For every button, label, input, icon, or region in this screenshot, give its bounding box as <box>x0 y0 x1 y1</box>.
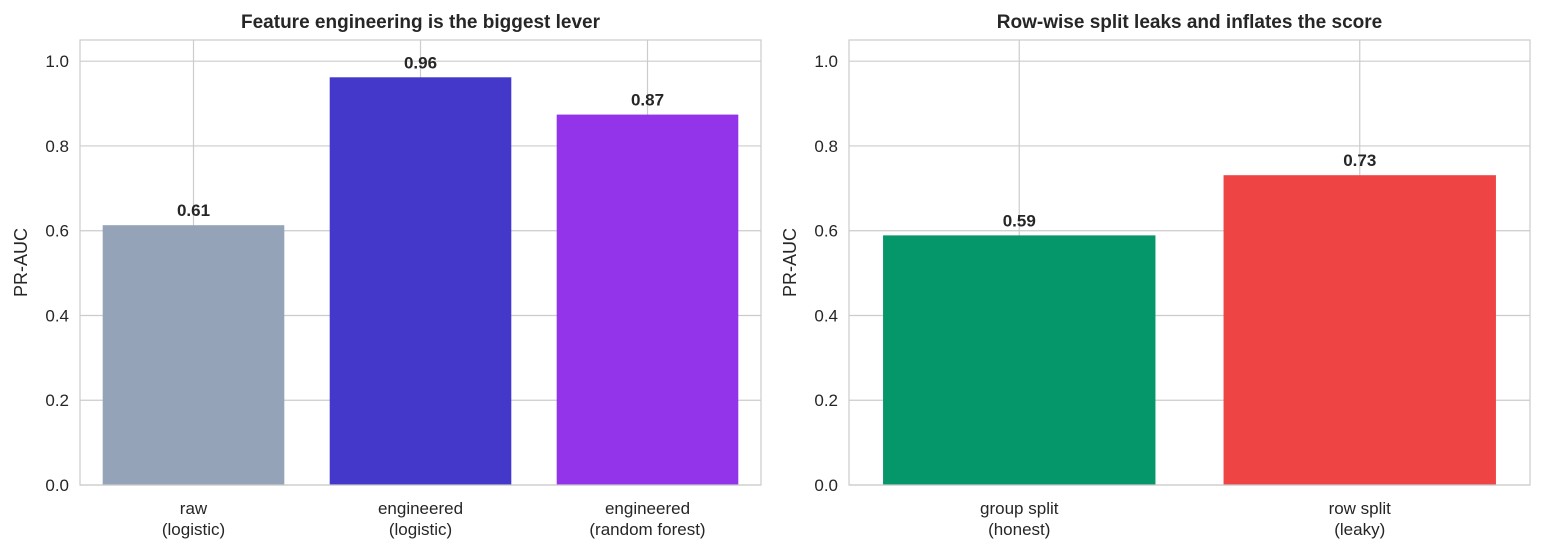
y-tick-label: 0.4 <box>45 306 69 325</box>
y-tick-label: 0.6 <box>814 222 838 241</box>
x-tick-label: row split <box>1329 499 1392 518</box>
bar <box>329 77 512 486</box>
bar <box>883 235 1156 485</box>
bar <box>1223 175 1496 485</box>
chart-title: Feature engineering is the biggest lever <box>241 12 601 33</box>
y-tick-label: 0.0 <box>45 476 69 495</box>
plot-frame <box>79 39 762 486</box>
x-tick-label: (leaky) <box>1334 520 1385 539</box>
y-tick-label: 0.8 <box>45 137 69 156</box>
y-tick-label: 1.0 <box>814 52 838 71</box>
bar-value-label: 0.61 <box>177 201 210 220</box>
bar-value-label: 0.96 <box>404 53 437 72</box>
y-axis-label: PR-AUC <box>11 228 31 297</box>
y-tick-label: 0.2 <box>814 391 838 410</box>
chart-title: Row-wise split leaks and inflates the sc… <box>997 12 1382 33</box>
x-tick-label: engineered <box>378 499 463 518</box>
bar-value-label: 0.87 <box>631 91 664 110</box>
plot-frame <box>848 39 1531 486</box>
bar <box>102 225 285 485</box>
x-tick-label: (logistic) <box>162 520 225 539</box>
bar <box>556 114 739 485</box>
bar-value-label: 0.73 <box>1343 151 1376 170</box>
y-tick-label: 0.6 <box>45 222 69 241</box>
x-tick-label: engineered <box>605 499 690 518</box>
y-tick-label: 1.0 <box>45 52 69 71</box>
right-chart-panel: 0.59 0.73 0.0 0.2 0.4 0.6 0.8 1.0 group split (ho… <box>780 12 1531 539</box>
x-tick-label: (honest) <box>988 520 1050 539</box>
x-tick-label: (logistic) <box>389 520 452 539</box>
bar-value-label: 0.59 <box>1003 211 1036 230</box>
y-tick-label: 0.2 <box>45 391 69 410</box>
y-axis-label: PR-AUC <box>780 228 800 297</box>
x-tick-label: group split <box>980 499 1059 518</box>
x-tick-label: (random forest) <box>589 520 705 539</box>
y-tick-label: 0.8 <box>814 137 838 156</box>
x-tick-label: raw <box>180 499 208 518</box>
y-tick-label: 0.0 <box>814 476 838 495</box>
y-tick-label: 0.4 <box>814 306 838 325</box>
left-chart-panel: 0.61 0.96 0.87 0.0 0.2 0.4 0.6 0.8 1.0 raw (logist… <box>11 12 762 539</box>
